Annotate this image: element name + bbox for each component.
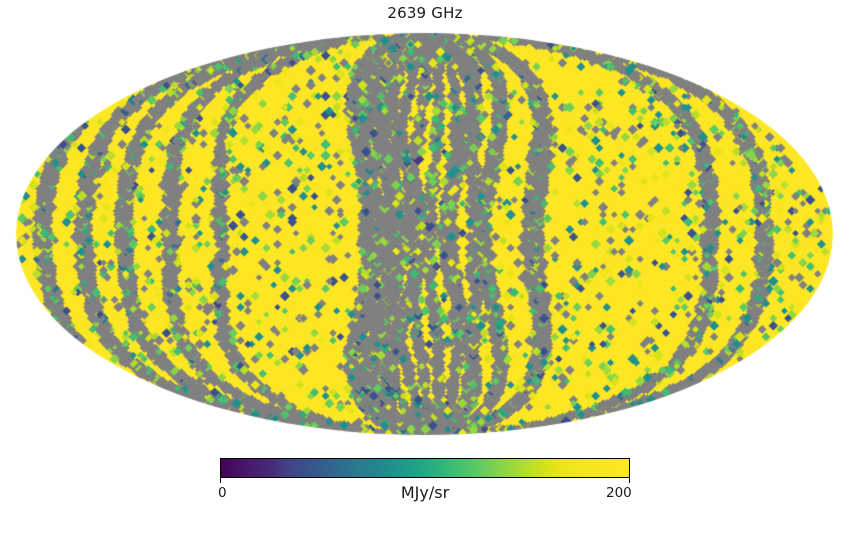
- colorbar-unit-label: MJy/sr: [400, 483, 450, 502]
- colorbar-max-label: 200: [606, 485, 632, 501]
- page-title: 2639 GHz: [387, 4, 463, 22]
- colorbar-tick-min: [220, 478, 222, 483]
- colorbar: 0 200 MJy/sr: [218, 458, 632, 504]
- colorbar-min-label: 0: [218, 485, 227, 501]
- colorbar-tick-max: [628, 478, 630, 483]
- colorbar-gradient-viridis: [220, 458, 630, 478]
- mollweide-sky-map: [0, 26, 850, 444]
